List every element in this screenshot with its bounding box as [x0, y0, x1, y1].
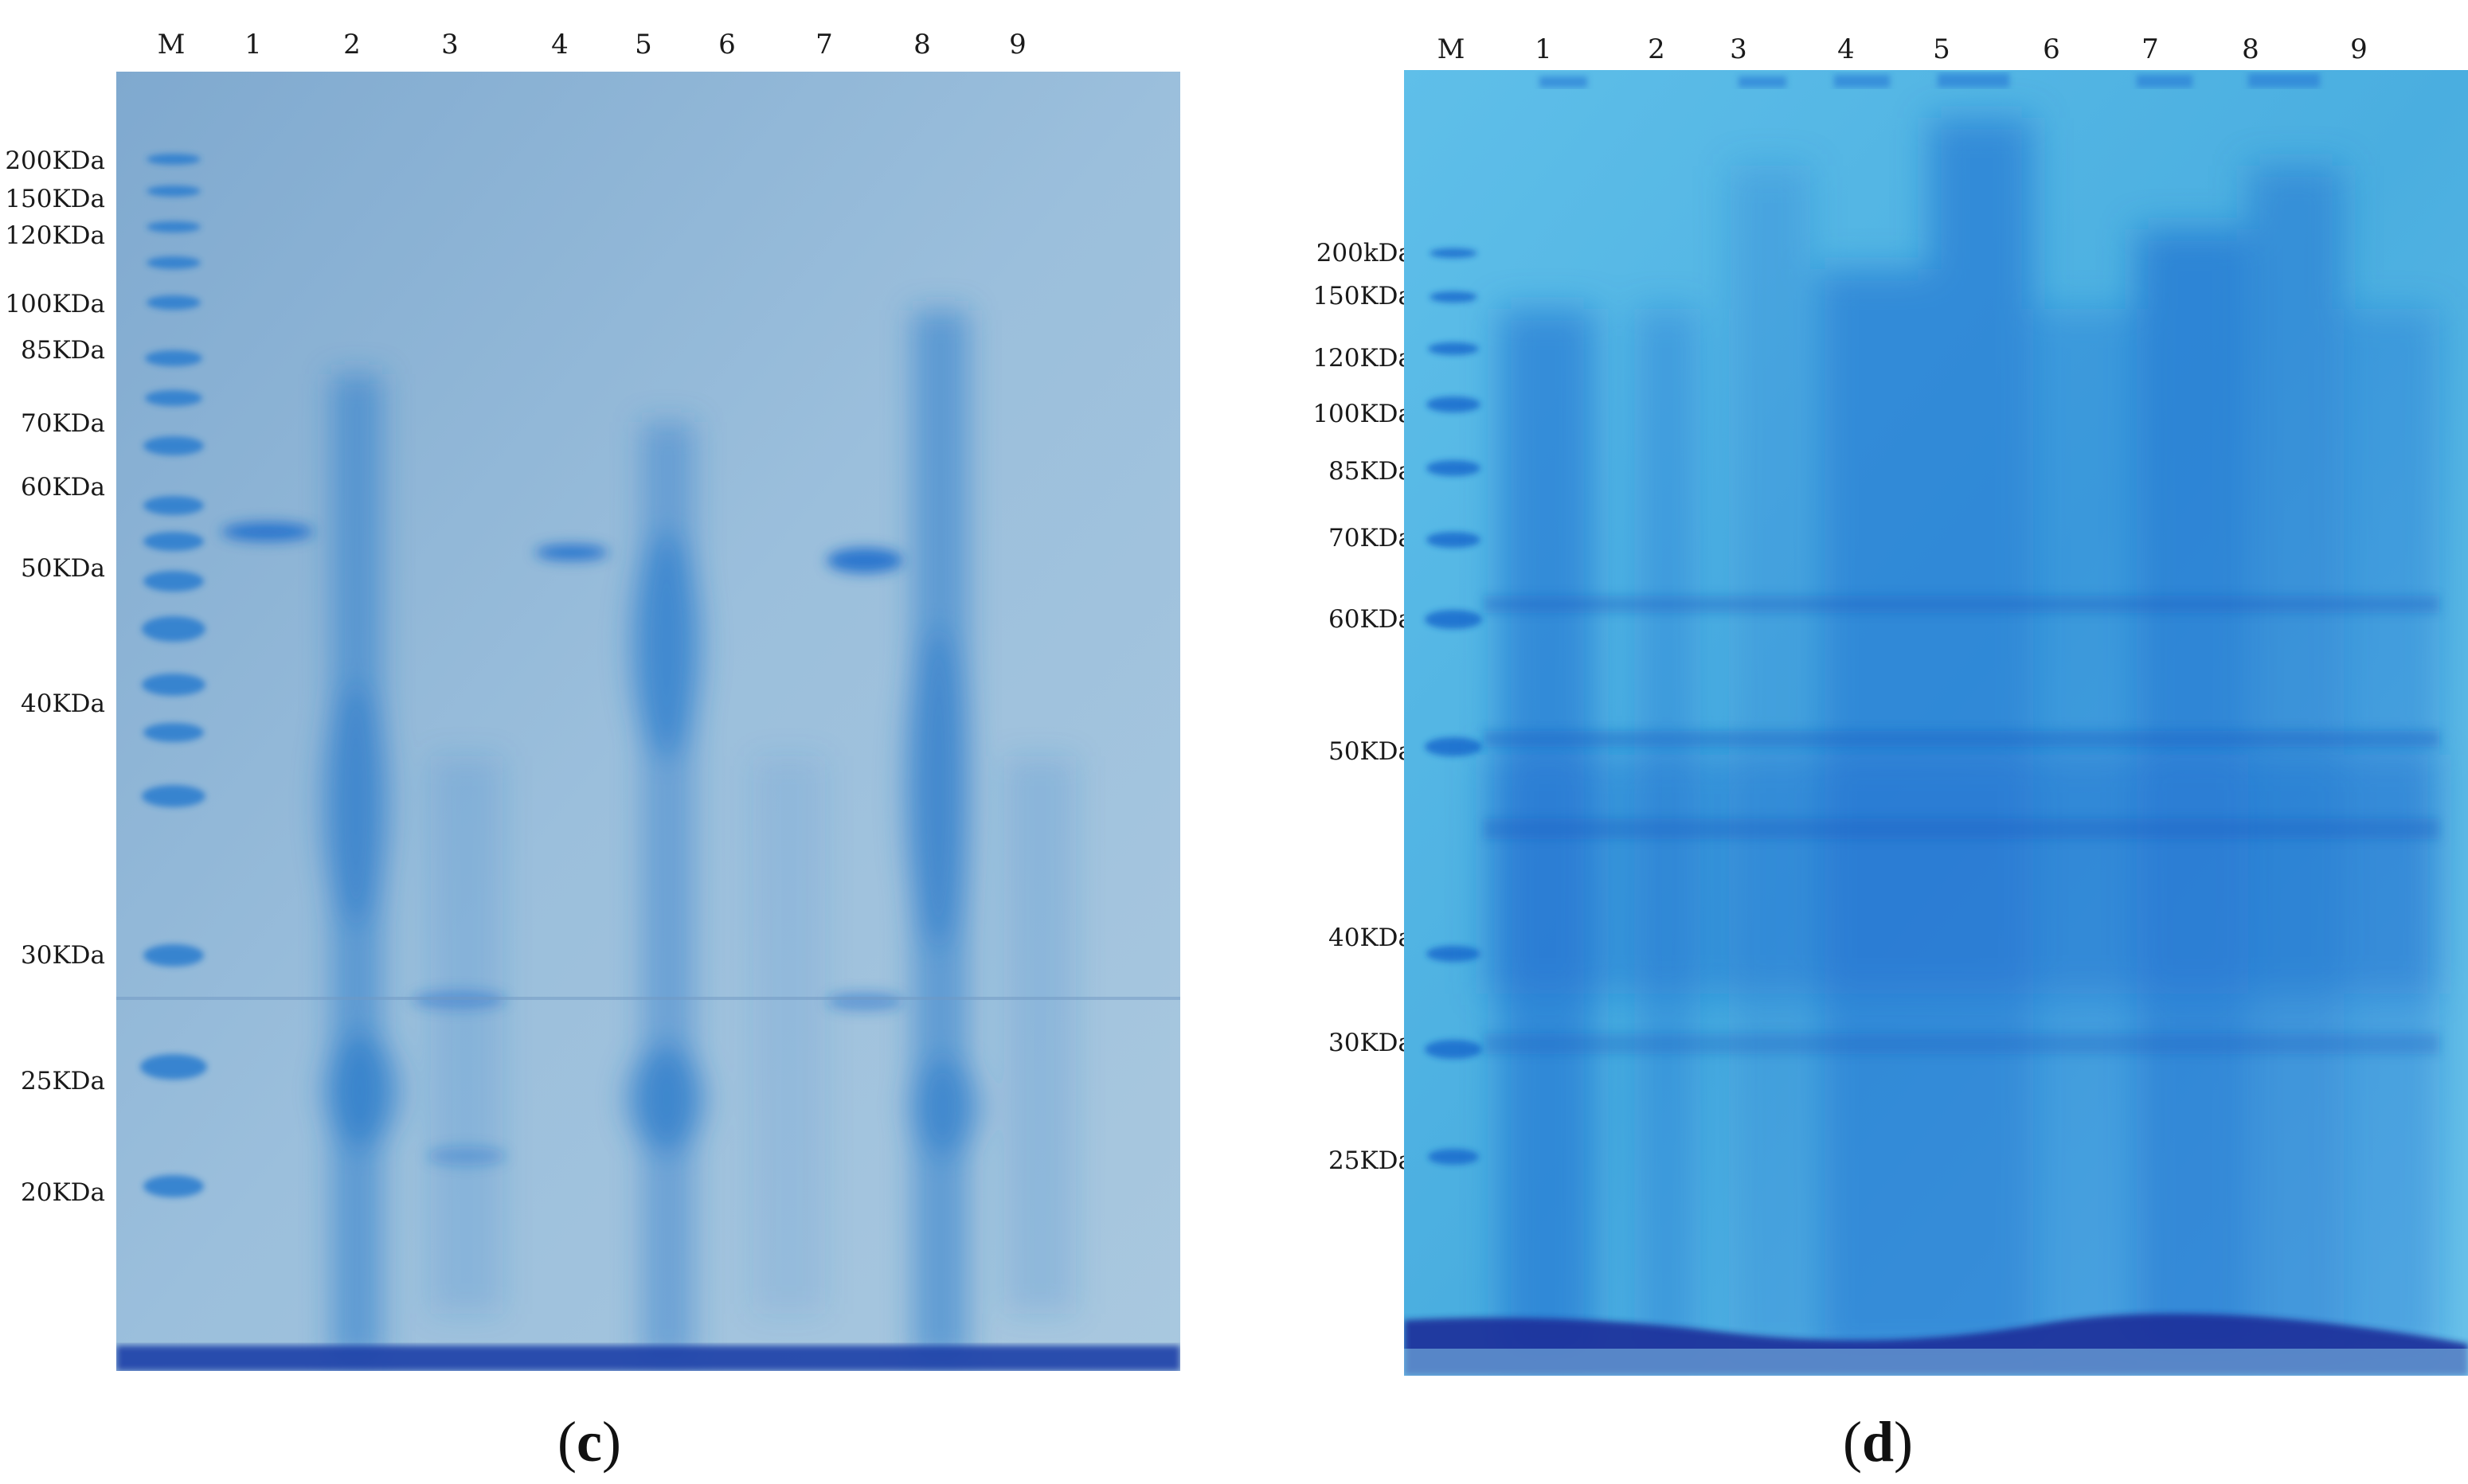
- lane-label-1: 1: [244, 29, 262, 61]
- lane-label-9: 9: [2350, 33, 2368, 65]
- marker-label-25: 25KDa: [21, 1067, 105, 1095]
- lane-label-2: 2: [1648, 33, 1665, 65]
- caption-letter: d: [1861, 1410, 1895, 1474]
- marker-label-85: 85KDa: [21, 336, 105, 365]
- marker-label-200: 200kDa: [1316, 239, 1413, 268]
- marker-label-50: 50KDa: [1328, 737, 1413, 766]
- lane-label-7: 7: [2141, 33, 2159, 65]
- lane-label-3: 3: [441, 29, 459, 61]
- caption-close-paren: ): [601, 1410, 621, 1474]
- lane-label-7: 7: [815, 29, 833, 61]
- lane-label-9: 9: [1009, 29, 1027, 61]
- caption-close-paren: ): [1894, 1410, 1914, 1474]
- gel-panel-c: M 1 2 3 4 5 6 7 8 9 200KDa 150KDa 120KDa…: [0, 0, 1211, 1484]
- gel-image-d: [1404, 70, 2468, 1376]
- panel-caption-d: (d): [1843, 1409, 1913, 1475]
- lane-label-5: 5: [1933, 33, 1950, 65]
- marker-label-100: 100KDa: [5, 290, 105, 318]
- gel-image-c: [116, 72, 1180, 1371]
- lane-label-1: 1: [1535, 33, 1552, 65]
- lane-label-m: M: [1437, 33, 1465, 65]
- lane-label-4: 4: [551, 29, 569, 61]
- marker-label-70: 70KDa: [21, 409, 105, 438]
- lane-label-3: 3: [1730, 33, 1747, 65]
- caption-open-paren: (: [1842, 1410, 1862, 1474]
- marker-label-50: 50KDa: [21, 554, 105, 583]
- marker-label-150: 150KDa: [1312, 282, 1413, 310]
- marker-label-60: 60KDa: [1328, 605, 1413, 634]
- marker-label-30: 30KDa: [1328, 1029, 1413, 1057]
- marker-label-20: 20KDa: [21, 1178, 105, 1207]
- lane-label-m: M: [157, 29, 186, 61]
- marker-label-100: 100KDa: [1312, 400, 1413, 428]
- lane-label-4: 4: [1837, 33, 1855, 65]
- caption-open-paren: (: [557, 1410, 577, 1474]
- marker-label-40: 40KDa: [1328, 924, 1413, 952]
- gel-graphic-c: [116, 72, 1180, 1371]
- panel-caption-c: (c): [557, 1409, 621, 1475]
- lane-label-6: 6: [718, 29, 736, 61]
- marker-label-120: 120KDa: [5, 221, 105, 250]
- marker-label-40: 40KDa: [21, 689, 105, 718]
- marker-label-200: 200KDa: [5, 146, 105, 175]
- caption-letter: c: [577, 1410, 602, 1474]
- marker-label-25: 25KDa: [1328, 1146, 1413, 1175]
- lane-label-5: 5: [635, 29, 652, 61]
- marker-label-70: 70KDa: [1328, 524, 1413, 553]
- marker-label-60: 60KDa: [21, 473, 105, 502]
- gel-graphic-d: [1404, 70, 2468, 1376]
- marker-label-150: 150KDa: [5, 185, 105, 213]
- lane-label-2: 2: [343, 29, 361, 61]
- gel-panel-d: M 1 2 3 4 5 6 7 8 9 200kDa 150KDa 120KDa…: [1211, 0, 2468, 1484]
- lane-label-8: 8: [913, 29, 931, 61]
- marker-label-85: 85KDa: [1328, 457, 1413, 486]
- marker-label-120: 120KDa: [1312, 344, 1413, 373]
- marker-label-30: 30KDa: [21, 941, 105, 970]
- lane-label-6: 6: [2043, 33, 2060, 65]
- lane-label-8: 8: [2242, 33, 2259, 65]
